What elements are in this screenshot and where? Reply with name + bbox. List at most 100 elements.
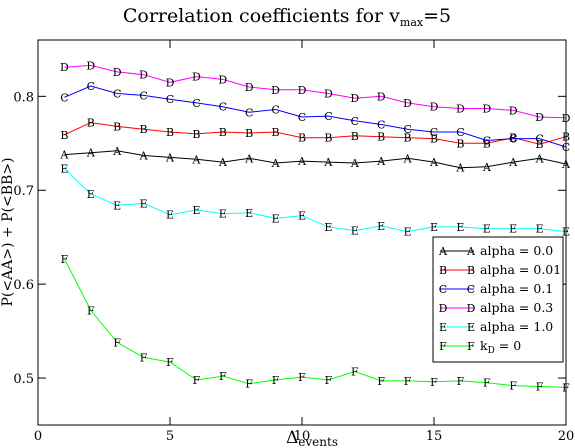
- data-point: A: [191, 153, 201, 166]
- data-point: D: [403, 97, 412, 110]
- data-point: C: [403, 123, 411, 136]
- data-point: C: [219, 101, 227, 114]
- data-point: E: [536, 223, 544, 236]
- data-point: A: [244, 152, 254, 165]
- data-point: E: [166, 209, 174, 222]
- data-point: B: [404, 132, 412, 145]
- data-point: C: [192, 97, 200, 110]
- data-point: A: [139, 150, 149, 163]
- data-point: B: [562, 131, 570, 144]
- data-point: A: [429, 156, 439, 169]
- data-point: A: [112, 145, 122, 158]
- data-point: C: [562, 141, 570, 154]
- data-point: E: [219, 208, 227, 221]
- series-line: [64, 64, 567, 119]
- data-point: F: [87, 304, 95, 317]
- data-point: E: [113, 199, 121, 212]
- data-point: F: [404, 375, 412, 388]
- legend-marker: A: [466, 245, 476, 258]
- data-point: A: [403, 152, 413, 165]
- legend-marker: A: [438, 245, 448, 258]
- data-point: F: [61, 253, 69, 266]
- data-point: B: [377, 131, 385, 144]
- legend-marker: F: [467, 340, 475, 353]
- data-point: A: [508, 156, 518, 169]
- data-point: C: [245, 106, 253, 119]
- y-tick-label: 0.5: [13, 372, 34, 387]
- data-point: A: [271, 157, 281, 170]
- data-point: A: [165, 151, 175, 164]
- data-point: D: [562, 112, 571, 125]
- data-point: B: [456, 137, 464, 150]
- data-point: C: [351, 115, 359, 128]
- data-point: C: [324, 110, 332, 123]
- data-point: F: [166, 356, 174, 369]
- series-line: [64, 122, 567, 145]
- data-point: E: [324, 221, 332, 234]
- data-point: D: [166, 76, 175, 89]
- data-point: A: [297, 155, 307, 168]
- data-point: D: [430, 101, 439, 114]
- data-point: D: [139, 69, 148, 82]
- data-point: E: [430, 221, 438, 234]
- data-point: B: [430, 133, 438, 146]
- data-point: B: [245, 127, 253, 140]
- data-point: E: [60, 163, 68, 176]
- legend-label: alpha = 0.01: [480, 262, 561, 277]
- data-point: F: [509, 380, 517, 393]
- data-point: B: [298, 132, 306, 145]
- data-point: C: [87, 80, 95, 93]
- data-point: C: [535, 133, 543, 146]
- data-point: A: [482, 161, 492, 174]
- data-point: A: [376, 155, 386, 168]
- data-point: B: [483, 137, 491, 150]
- chart-title: Correlation coefficients for vmax=5: [123, 5, 451, 29]
- data-point: B: [192, 128, 200, 141]
- data-point: D: [298, 84, 307, 97]
- data-point: B: [219, 126, 227, 139]
- series-line: [64, 150, 567, 169]
- data-point: F: [351, 365, 359, 378]
- legend-marker: E: [467, 321, 475, 334]
- x-tick-label: 20: [558, 429, 575, 444]
- legend-marker: B: [467, 264, 475, 277]
- legend-marker: D: [439, 302, 448, 315]
- chart-title-suffix: =5: [423, 5, 451, 27]
- data-point: F: [325, 374, 333, 387]
- data-point: A: [561, 158, 571, 171]
- data-point: D: [192, 71, 201, 84]
- data-point: F: [536, 381, 544, 394]
- y-tick-label: 0.6: [13, 278, 34, 293]
- data-point: E: [483, 223, 491, 236]
- data-point: F: [430, 376, 438, 389]
- data-point: D: [271, 84, 280, 97]
- data-point: F: [457, 375, 465, 388]
- legend-marker: E: [439, 321, 447, 334]
- data-point: B: [536, 138, 544, 151]
- data-point: A: [350, 157, 360, 170]
- series-line: [64, 168, 567, 233]
- series-3: D D D D D D D D D D D D D D D D D D D D: [60, 59, 571, 125]
- legend-box: [432, 236, 564, 363]
- data-point: E: [562, 226, 570, 239]
- data-point: C: [139, 89, 147, 102]
- data-point: C: [509, 133, 517, 146]
- data-point: B: [272, 126, 280, 139]
- data-point: E: [404, 226, 412, 239]
- legend-label: alpha = 0.3: [480, 300, 553, 315]
- y-tick-label: 0.7: [13, 184, 34, 199]
- x-tick-label: 0: [34, 429, 42, 444]
- data-point: F: [113, 336, 121, 349]
- data-point: D: [350, 92, 359, 105]
- legend-marker: F: [439, 340, 447, 353]
- series-1: BB B B B B B B B B B B B B B B B BBB: [60, 117, 570, 152]
- legend-marker: C: [439, 283, 447, 296]
- legend-marker: C: [467, 283, 475, 296]
- series-2: C C C C C C C C C C C C C C C C C C C C: [60, 80, 570, 154]
